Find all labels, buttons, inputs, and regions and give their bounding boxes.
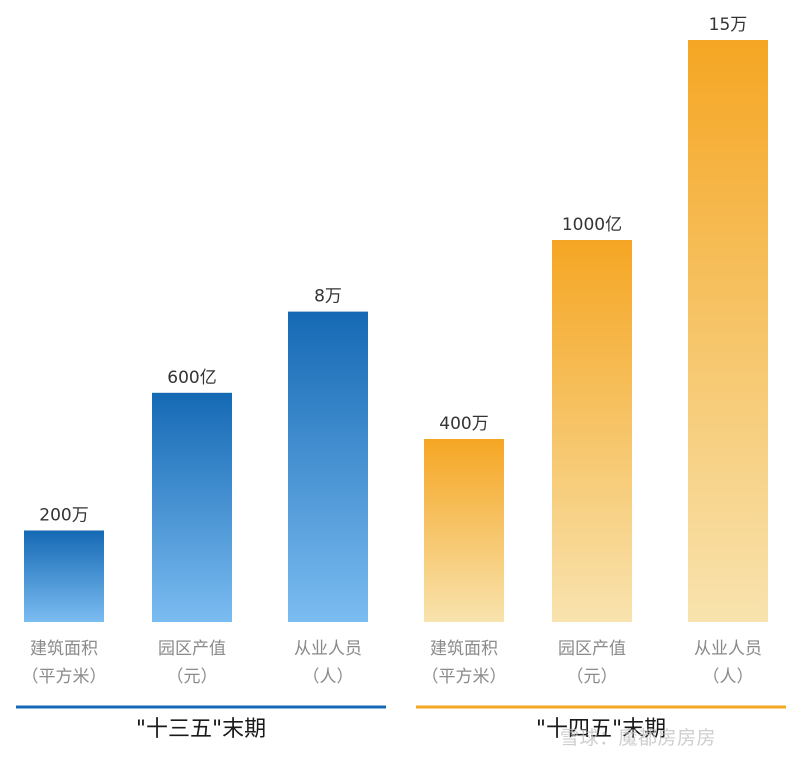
group-title: "十四五"末期 — [536, 717, 666, 742]
category-label: 从业人员 — [694, 639, 762, 659]
bar-value-label: 200万 — [39, 506, 88, 526]
group-title: "十三五"末期 — [136, 717, 266, 742]
category-label: 建筑面积 — [430, 639, 498, 659]
category-label: （平方米） — [422, 667, 507, 687]
category-label: 园区产值 — [158, 639, 226, 659]
bar-value-label: 15万 — [709, 15, 748, 35]
bar-0-2 — [288, 311, 368, 622]
category-label: 建筑面积 — [30, 639, 98, 659]
bar-value-label: 1000亿 — [562, 215, 622, 235]
bar-0-0 — [24, 530, 104, 622]
bar-1-0 — [424, 439, 504, 622]
category-label: （元） — [567, 667, 618, 687]
category-label: （人） — [703, 667, 754, 687]
category-label: （平方米） — [22, 667, 107, 687]
category-label: 园区产值 — [558, 639, 626, 659]
bar-1-2 — [688, 40, 768, 622]
category-label: （元） — [167, 667, 218, 687]
bar-value-label: 600亿 — [167, 368, 216, 388]
bar-0-1 — [152, 392, 232, 622]
bar-value-label: 400万 — [439, 414, 488, 434]
bar-value-label: 8万 — [314, 287, 342, 307]
category-label: 从业人员 — [294, 639, 362, 659]
bar-1-1 — [552, 240, 632, 622]
watermark-text: 雪球：魔都房房房 — [560, 727, 717, 749]
category-label: （人） — [303, 667, 354, 687]
